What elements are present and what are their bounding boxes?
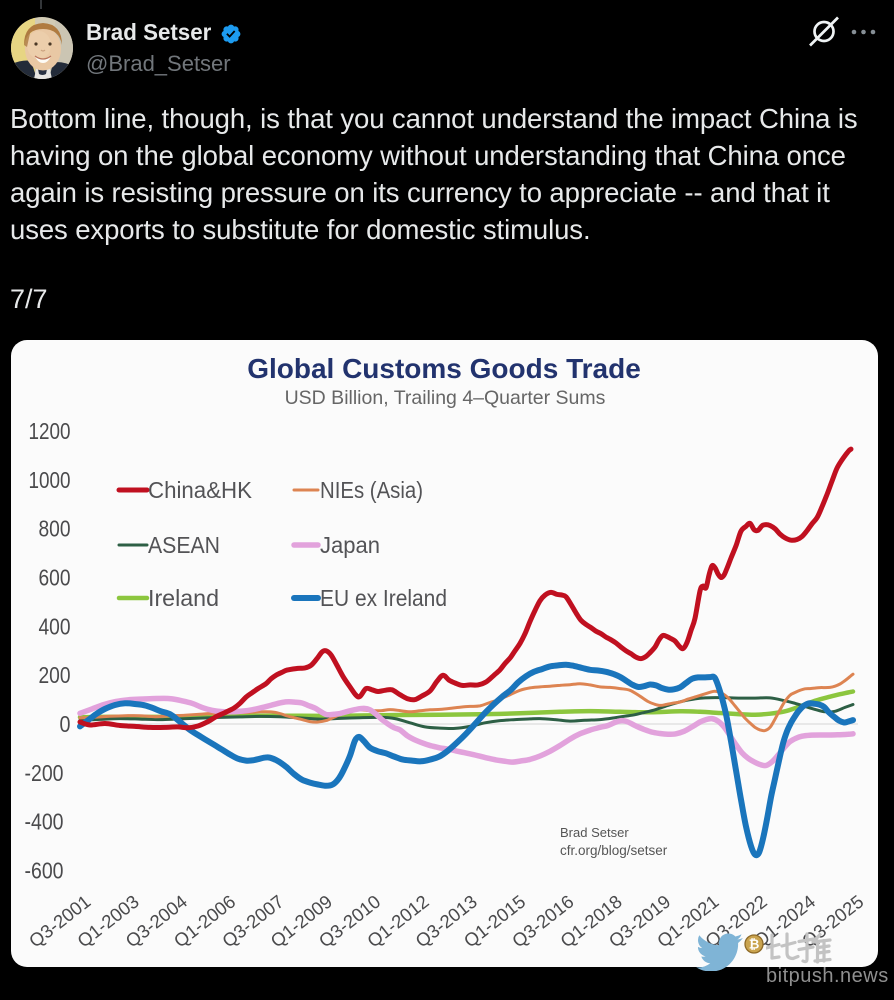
svg-text:1000: 1000	[29, 467, 71, 493]
svg-text:600: 600	[39, 565, 71, 591]
svg-text:ASEAN: ASEAN	[148, 532, 220, 558]
svg-text:1200: 1200	[29, 418, 71, 444]
svg-text:400: 400	[39, 613, 71, 639]
svg-text:200: 200	[39, 662, 71, 688]
svg-text:-200: -200	[25, 760, 64, 786]
svg-text:₿: ₿	[749, 937, 760, 952]
svg-text:-600: -600	[25, 858, 64, 884]
svg-text:Ireland: Ireland	[148, 585, 219, 611]
svg-text:-400: -400	[25, 809, 64, 835]
svg-text:Japan: Japan	[320, 532, 380, 558]
svg-text:Brad Setser: Brad Setser	[560, 825, 629, 840]
svg-text:Global Customs Goods Trade: Global Customs Goods Trade	[247, 353, 641, 384]
svg-text:0: 0	[60, 711, 71, 737]
svg-text:NIEs (Asia): NIEs (Asia)	[320, 477, 423, 503]
svg-text:cfr.org/blog/setser: cfr.org/blog/setser	[560, 843, 668, 858]
svg-text:China&HK: China&HK	[148, 477, 253, 503]
svg-text:EU ex Ireland: EU ex Ireland	[320, 585, 447, 611]
svg-text:USD Billion, Trailing 4–Quarte: USD Billion, Trailing 4–Quarter Sums	[285, 387, 606, 409]
svg-text:800: 800	[39, 516, 71, 542]
